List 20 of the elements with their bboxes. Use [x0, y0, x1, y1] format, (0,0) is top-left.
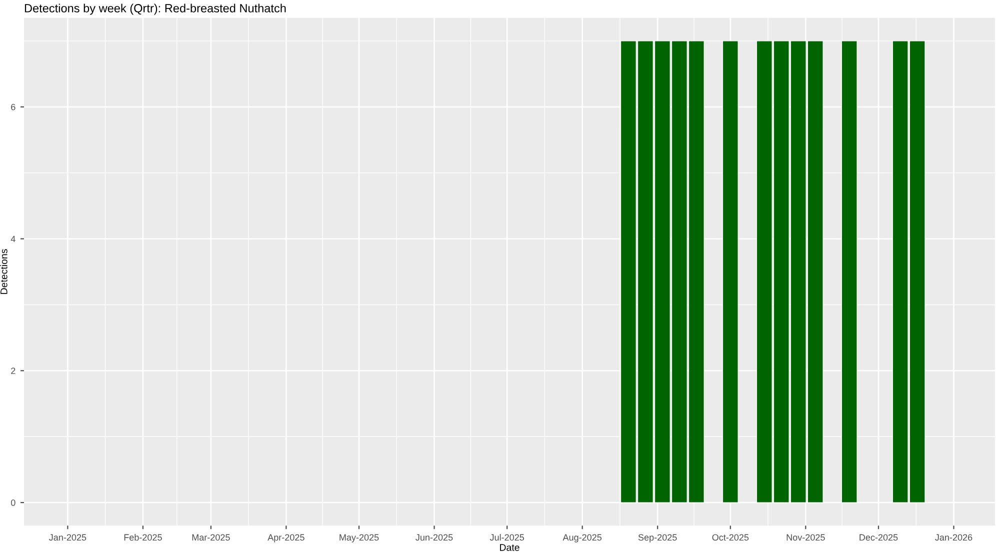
x-tick-label: Jul-2025 [490, 534, 524, 541]
y-tick-label: 2 [11, 368, 16, 374]
x-tick-label: May-2025 [340, 534, 379, 542]
x-tick-label: Apr-2025 [268, 534, 304, 542]
x-tick-label: Dec-2025 [860, 534, 898, 541]
x-tick-label: Oct-2025 [712, 534, 749, 541]
x-tick-label: Jan-2026 [935, 534, 972, 541]
x-tick-label: Mar-2025 [192, 534, 230, 541]
y-tick-label: 0 [11, 500, 16, 506]
y-tick-label: 6 [11, 104, 16, 110]
y-axis-title: Detections [0, 249, 8, 294]
x-tick-label: Jan-2025 [49, 534, 86, 541]
x-tick-label: Feb-2025 [124, 534, 162, 541]
y-tick-label: 4 [10, 236, 16, 242]
chart-title: Detections by week (Qrtr): Red-breasted Nuthatch [24, 4, 286, 15]
x-tick-label: Sep-2025 [638, 534, 677, 542]
x-axis-title: Date [500, 544, 520, 551]
x-tick-label: Nov-2025 [786, 534, 825, 541]
x-tick-label: Aug-2025 [562, 534, 602, 542]
x-tick-label: Jun-2025 [416, 534, 453, 541]
